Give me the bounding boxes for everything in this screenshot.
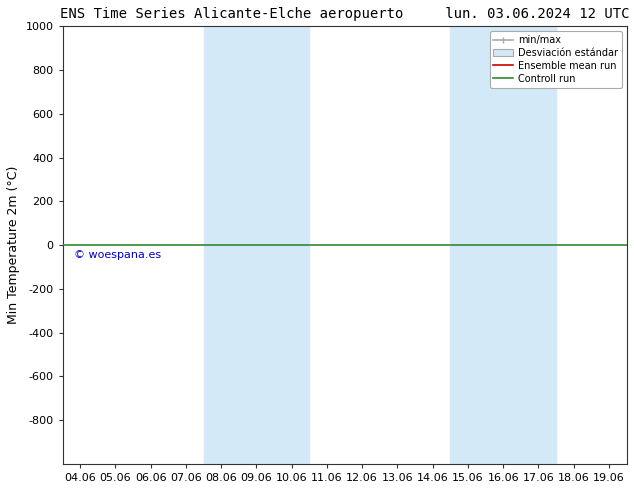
Bar: [204, 26, 309, 464]
Legend: min/max, Desviación estándar, Ensemble mean run, Controll run: min/max, Desviación estándar, Ensemble m…: [489, 31, 622, 88]
Title: ENS Time Series Alicante-Elche aeropuerto     lun. 03.06.2024 12 UTC: ENS Time Series Alicante-Elche aeropuert…: [60, 7, 630, 21]
Y-axis label: Min Temperature 2m (°C): Min Temperature 2m (°C): [7, 166, 20, 324]
Bar: [450, 26, 556, 464]
Text: © woespana.es: © woespana.es: [74, 249, 161, 260]
